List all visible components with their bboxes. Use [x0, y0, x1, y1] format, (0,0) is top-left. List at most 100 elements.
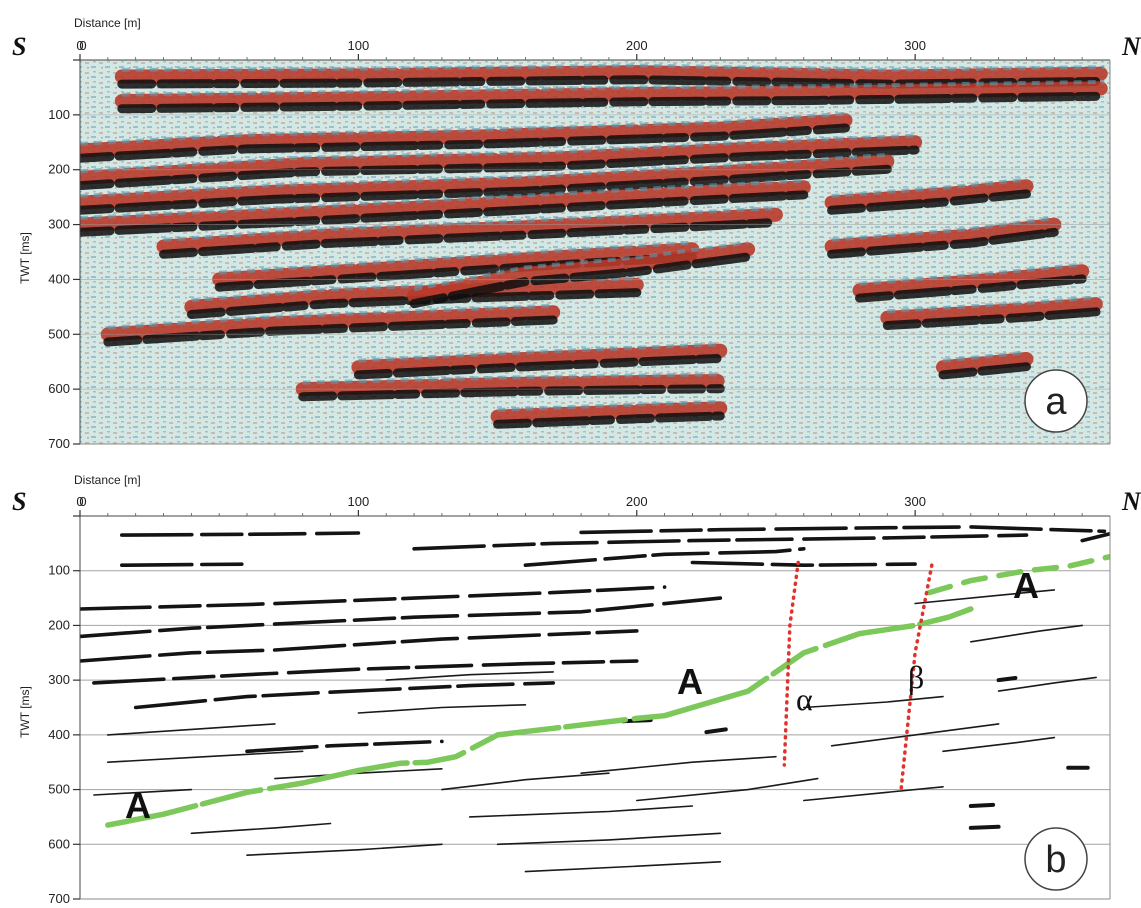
- reflector-blue-band: [831, 216, 1055, 242]
- thick-reflector: [133, 681, 555, 710]
- y-tick-label-200: 200: [48, 162, 70, 177]
- x-tick-label-100: 100: [348, 38, 370, 53]
- reflector-fragment: [968, 802, 996, 808]
- reflector-red-band: [100, 305, 561, 342]
- thin-reflector: [524, 861, 722, 873]
- reflector-blue-band: [302, 372, 721, 385]
- reflector-black-band: [493, 411, 725, 429]
- reflector-black-band: [855, 274, 1087, 303]
- reflector-black-band: [159, 217, 781, 259]
- reflector-black-band: [117, 91, 1109, 114]
- y-tick-label-600: 600: [48, 836, 70, 851]
- thin-reflector: [357, 704, 527, 714]
- y-tick-label-500: 500: [48, 326, 70, 341]
- y-tick-label-400: 400: [48, 271, 70, 286]
- reflector-black-band: [80, 145, 920, 191]
- panel-b-corner-left: S: [12, 487, 26, 516]
- thick-reflector: [1080, 531, 1110, 543]
- reflector-black-band: [827, 227, 1059, 259]
- y-tick-label-300: 300: [48, 217, 70, 232]
- thin-reflector: [107, 723, 276, 736]
- seismic-amplitude-layers: [80, 63, 1110, 429]
- reflector-red-band: [936, 352, 1034, 375]
- reflector-red-band: [80, 180, 811, 232]
- reflector-red-band: [80, 135, 923, 185]
- reflector-red-band: [80, 154, 895, 210]
- thick-reflector: [80, 629, 639, 663]
- thin-reflector: [246, 843, 443, 856]
- thick-reflector: [80, 596, 723, 639]
- reflector-blue-band: [497, 399, 721, 412]
- thin-reflector: [93, 788, 193, 796]
- reflector-black-band: [80, 123, 850, 163]
- thin-reflector: [441, 772, 610, 791]
- panel-a-corner-left: S: [12, 32, 26, 61]
- thin-reflector: [468, 805, 694, 818]
- x-tick-label-200: 200: [626, 494, 648, 509]
- y-tick-label-300: 300: [48, 672, 70, 687]
- panel-b-corner-right: N: [1121, 487, 1141, 516]
- reflector-black-band: [103, 315, 558, 347]
- thick-reflector: [92, 659, 639, 685]
- reflector-fragment: [704, 727, 728, 735]
- reflector-black-band: [80, 164, 892, 215]
- interpreted-reflectors: [80, 525, 1110, 873]
- fault-beta-label: β: [908, 659, 924, 695]
- horizon-a-label-left: A: [125, 785, 151, 826]
- thick-reflector: [579, 525, 1107, 535]
- thin-reflector: [107, 750, 304, 763]
- reflector-black-band: [882, 307, 1101, 330]
- panel-a-label: a: [1045, 381, 1067, 423]
- thin-reflector: [970, 624, 1083, 643]
- reflector-red-band: [184, 277, 644, 314]
- reflector-red-band: [80, 113, 853, 158]
- reflector-black-band: [117, 75, 1109, 89]
- fault-beta: [899, 563, 934, 791]
- thin-reflector: [803, 695, 944, 709]
- horizon-a-label-middle: A: [677, 661, 703, 702]
- reflector-red-band: [212, 242, 700, 287]
- thin-reflector: [636, 777, 819, 802]
- horizon-a-upper-segment: [926, 553, 1110, 596]
- panel-b-y-axis-title: TWT [ms]: [18, 686, 32, 738]
- reflector-red-band: [490, 401, 728, 424]
- reflector-fragment: [968, 824, 1001, 830]
- reflector-red-band: [114, 65, 1110, 84]
- x-tick-label-200: 200: [626, 38, 648, 53]
- x-tick-label-0: 0: [76, 38, 83, 53]
- thick-reflector: [80, 585, 667, 611]
- y-tick-label-700: 700: [48, 436, 70, 451]
- thin-reflector: [385, 671, 554, 681]
- y-tick-label-700: 700: [48, 891, 70, 906]
- reflector-red-band: [351, 343, 728, 375]
- thin-reflector: [580, 755, 777, 774]
- panel-b-plot-area: [80, 516, 1110, 899]
- reflector-red-band: [824, 179, 1034, 210]
- reflector-red-band: [824, 217, 1062, 254]
- reflector-red-band: [295, 373, 728, 397]
- reflector-black-band: [409, 252, 753, 309]
- reflector-blue-band: [887, 295, 1097, 314]
- panel-b-x-axis-title: Distance [m]: [74, 473, 141, 487]
- x-tick-label-300: 300: [904, 38, 926, 53]
- y-tick-label-600: 600: [48, 381, 70, 396]
- horizon-a-line: [105, 606, 974, 828]
- reflector-blue-band: [121, 79, 1105, 97]
- thick-reflector: [245, 739, 444, 754]
- panel-a-y-axis-title: TWT [ms]: [18, 232, 32, 284]
- reflector-black-band: [827, 189, 1031, 215]
- reflector-fragment: [996, 676, 1018, 683]
- thin-reflector: [914, 589, 1056, 605]
- thin-reflector: [830, 723, 1000, 747]
- panel-a-x-axis-title: Distance [m]: [74, 16, 141, 30]
- reflector-red-band: [114, 81, 1110, 109]
- reflector-blue-band: [358, 342, 721, 363]
- thin-reflector: [803, 786, 944, 802]
- panel-a-corner-right: N: [1121, 32, 1141, 61]
- x-tick-label-0: 0: [76, 494, 83, 509]
- reflector-black-band: [938, 362, 1031, 380]
